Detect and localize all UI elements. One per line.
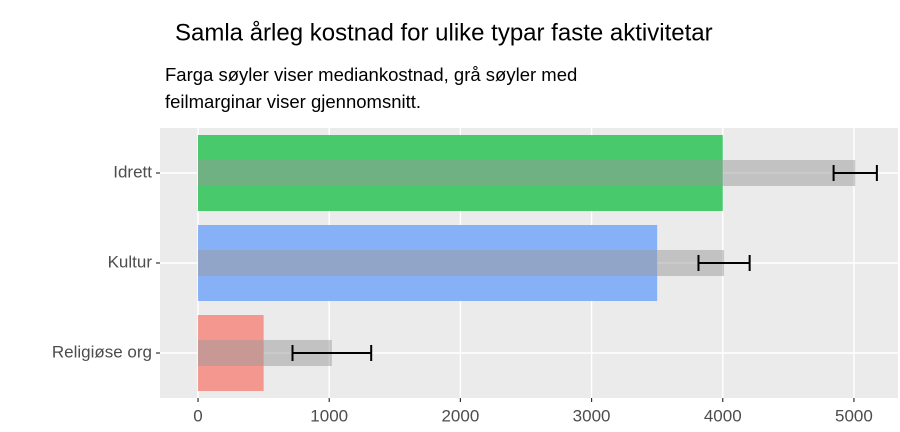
x-tick-label: 3000: [573, 406, 611, 425]
x-tick-label: 5000: [835, 406, 873, 425]
mean-bar: [198, 250, 725, 276]
mean-bar: [198, 160, 856, 186]
chart-subtitle: feilmarginar viser gjennomsnitt.: [165, 91, 421, 112]
error-bar: [832, 165, 878, 181]
y-tick-label: Religiøse org: [52, 342, 152, 361]
y-tick-label: Idrett: [113, 162, 152, 181]
x-tick-label: 2000: [441, 406, 479, 425]
chart-subtitle: Farga søyler viser mediankostnad, grå sø…: [165, 64, 577, 85]
y-tick-label: Kultur: [108, 252, 153, 271]
x-tick-label: 0: [193, 406, 202, 425]
chart-title: Samla årleg kostnad for ulike typar fast…: [175, 19, 713, 46]
x-tick-label: 1000: [310, 406, 348, 425]
x-tick-label: 4000: [704, 406, 742, 425]
error-bar: [291, 345, 373, 361]
error-bar: [697, 255, 751, 271]
